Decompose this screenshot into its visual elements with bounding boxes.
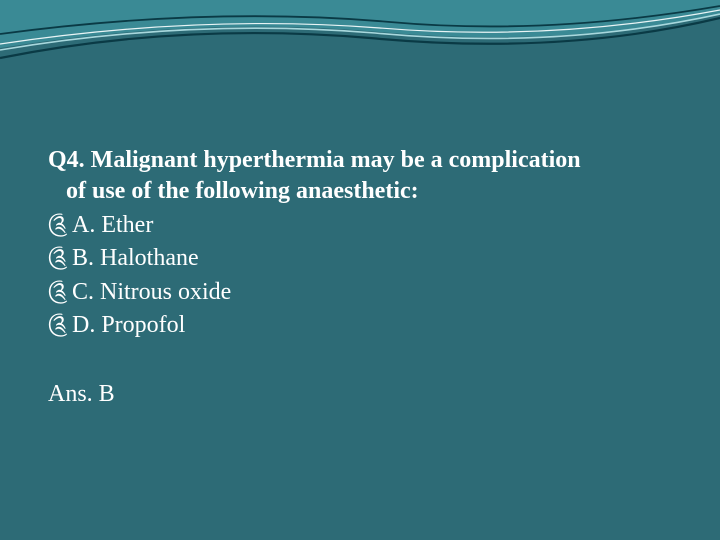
option-a: ༊ A. Ether xyxy=(48,209,672,242)
bullet-icon: ༊ xyxy=(48,209,68,239)
answer-text: Ans. B xyxy=(48,378,672,410)
bullet-icon: ༊ xyxy=(48,309,68,339)
bullet-icon: ༊ xyxy=(48,242,68,272)
question-line-1: Q4. Malignant hyperthermia may be a comp… xyxy=(48,147,581,173)
option-label: C. Nitrous oxide xyxy=(72,279,231,305)
option-label: A. Ether xyxy=(72,212,153,238)
option-c: ༊ C. Nitrous oxide xyxy=(48,276,672,309)
option-d: ༊ D. Propofol xyxy=(48,309,672,342)
bullet-icon: ༊ xyxy=(48,276,68,306)
option-b: ༊ B. Halothane xyxy=(48,242,672,275)
slide: Q4. Malignant hyperthermia may be a comp… xyxy=(0,0,720,540)
wave-svg xyxy=(0,0,720,90)
question-text: Q4. Malignant hyperthermia may be a comp… xyxy=(48,145,672,207)
question-line-2: of use of the following anaesthetic: xyxy=(48,176,672,207)
wave-decoration xyxy=(0,0,720,90)
content-area: Q4. Malignant hyperthermia may be a comp… xyxy=(48,145,672,410)
option-label: D. Propofol xyxy=(72,312,185,338)
option-label: B. Halothane xyxy=(72,245,199,271)
